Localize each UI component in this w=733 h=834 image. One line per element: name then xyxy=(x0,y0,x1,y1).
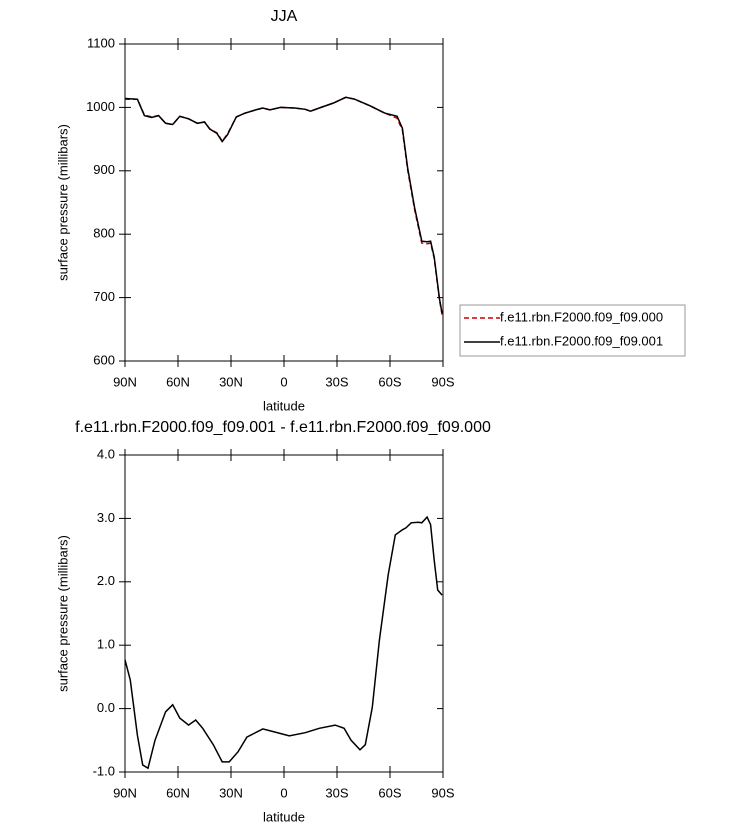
x-tick-label: 90S xyxy=(431,374,454,389)
y-tick-label: 1000 xyxy=(86,99,115,114)
data-line xyxy=(124,96,443,314)
y-tick-label: 3.0 xyxy=(97,510,115,525)
y-tick-label: 1100 xyxy=(87,35,115,50)
x-tick-label: 60N xyxy=(166,785,190,800)
plot-frame xyxy=(124,43,444,362)
chart-title: JJA xyxy=(271,8,298,25)
y-tick-label: 900 xyxy=(93,162,115,177)
data-line xyxy=(124,515,443,770)
y-tick-label: 700 xyxy=(93,289,115,304)
x-tick-label: 30N xyxy=(219,785,243,800)
y-tick-label: 0.0 xyxy=(97,700,115,715)
y-tick-label: 1.0 xyxy=(97,637,115,652)
data-line xyxy=(125,96,443,315)
x-tick-label: 0 xyxy=(280,785,287,800)
y-axis-label: surface pressure (millibars) xyxy=(55,124,70,281)
x-tick-label: 90N xyxy=(113,785,137,800)
chart-title: f.e11.rbn.F2000.f09_f09.001 - f.e11.rbn.… xyxy=(75,419,491,436)
x-tick-label: 90S xyxy=(431,785,454,800)
x-tick-label: 30S xyxy=(325,785,348,800)
x-tick-label: 0 xyxy=(280,374,287,389)
x-tick-label: 60S xyxy=(378,785,401,800)
x-tick-label: 30N xyxy=(219,374,243,389)
y-tick-label: 2.0 xyxy=(97,573,115,588)
legend-label: f.e11.rbn.F2000.f09_f09.001 xyxy=(500,333,663,348)
legend-label: f.e11.rbn.F2000.f09_f09.000 xyxy=(500,309,663,324)
y-tick-label: 800 xyxy=(93,226,115,241)
legend-box xyxy=(459,304,686,357)
x-axis-label: latitude xyxy=(263,809,305,824)
x-tick-label: 60S xyxy=(378,374,401,389)
x-tick-label: 60N xyxy=(166,374,190,389)
y-tick-label: 600 xyxy=(93,352,115,367)
y-axis-label: surface pressure (millibars) xyxy=(55,535,70,692)
plot-frame xyxy=(124,454,444,773)
x-tick-label: 30S xyxy=(325,374,348,389)
y-tick-label: -1.0 xyxy=(93,763,115,778)
x-axis-label: latitude xyxy=(263,398,305,413)
y-tick-label: 4.0 xyxy=(97,446,115,461)
x-tick-label: 90N xyxy=(113,374,137,389)
